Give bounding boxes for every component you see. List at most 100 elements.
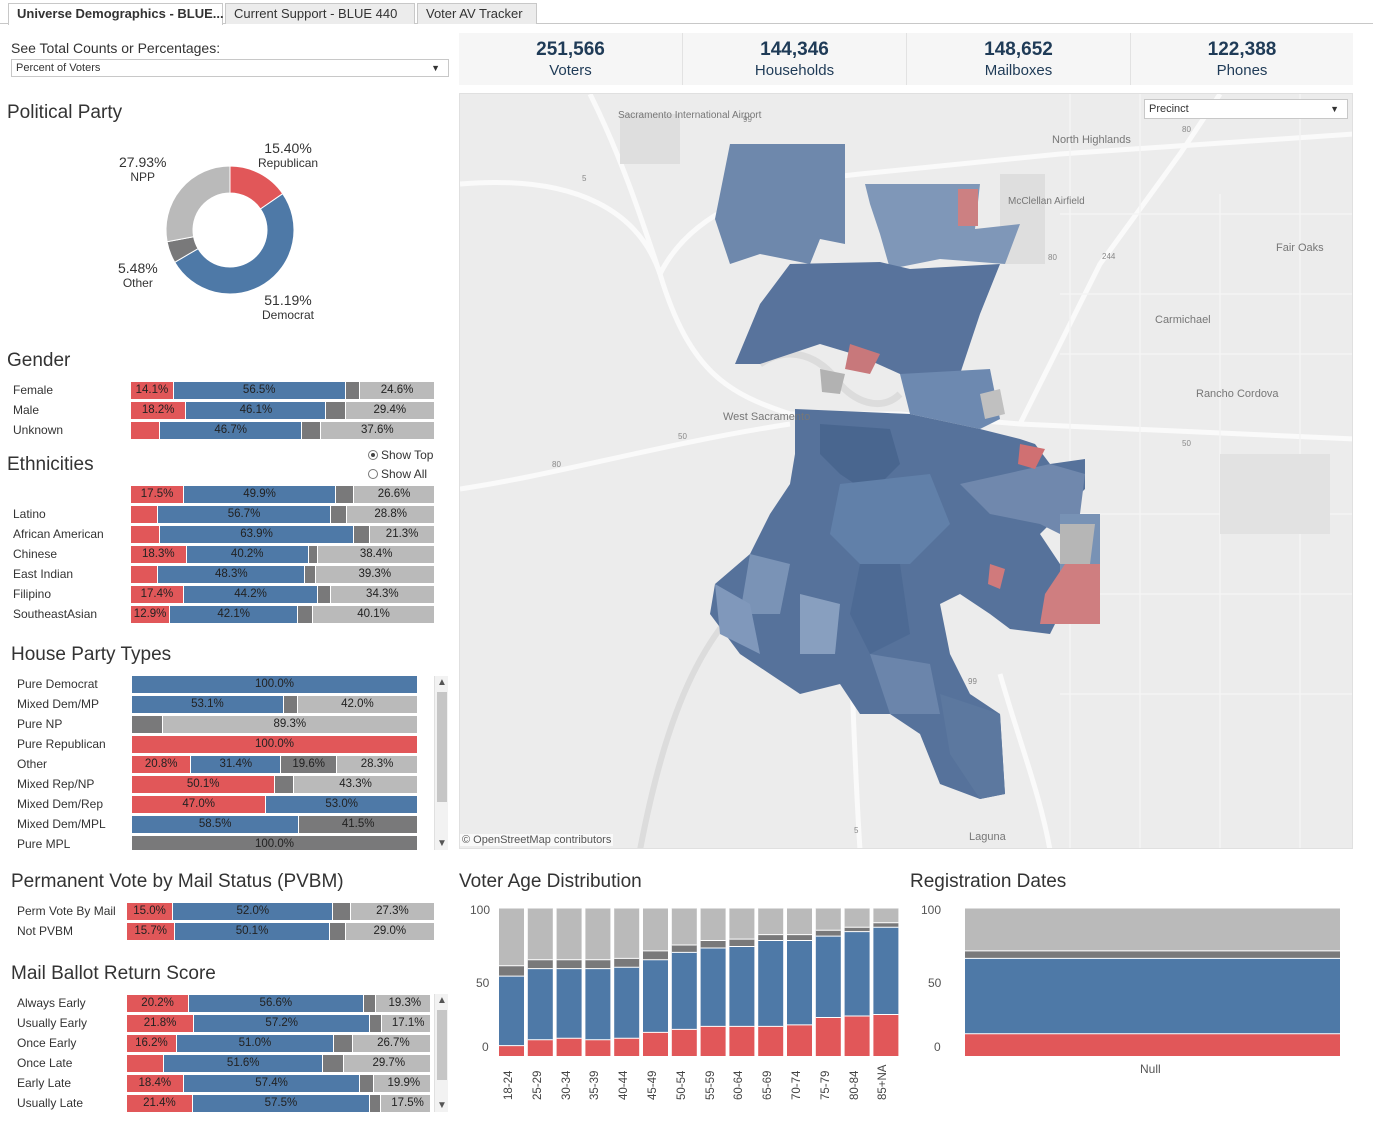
- bar-segment[interactable]: 43.3%: [294, 776, 418, 793]
- precinct-republican[interactable]: [845, 344, 880, 374]
- bar-segment[interactable]: 56.7%: [158, 506, 331, 523]
- bar-segment[interactable]: 17.5%: [131, 486, 185, 503]
- bar-segment[interactable]: 42.0%: [297, 696, 418, 713]
- bar-segment[interactable]: 31.4%: [191, 756, 282, 773]
- bar-segment[interactable]: [370, 1095, 382, 1112]
- precinct-map[interactable]: Sacramento International Airport North H…: [459, 93, 1353, 849]
- precinct-republican[interactable]: [988, 564, 1005, 589]
- bar-segment[interactable]: [329, 923, 346, 940]
- bar-democrat[interactable]: [844, 931, 870, 1017]
- bar-segment[interactable]: 12.9%: [131, 606, 171, 623]
- bar-segment[interactable]: 19.9%: [373, 1075, 430, 1092]
- bar-segment[interactable]: 56.5%: [173, 382, 346, 399]
- bar-segment[interactable]: 16.2%: [127, 1035, 177, 1052]
- donut-slice-democrat[interactable]: [174, 192, 295, 295]
- bar-segment[interactable]: [308, 546, 319, 563]
- bar-npp[interactable]: [527, 908, 553, 960]
- house-party-scrollbar[interactable]: ▲ ▼: [434, 676, 448, 850]
- precinct-npp[interactable]: [1060, 524, 1095, 564]
- bar-democrat[interactable]: [729, 946, 755, 1027]
- bar-segment[interactable]: [333, 903, 351, 920]
- bar-republican[interactable]: [729, 1026, 755, 1056]
- bar-segment[interactable]: 26.7%: [352, 1035, 430, 1052]
- bar-other[interactable]: [499, 965, 524, 977]
- bar-segment[interactable]: 18.3%: [131, 546, 187, 563]
- bar-republican[interactable]: [965, 1033, 1340, 1056]
- bar-segment[interactable]: [127, 1055, 165, 1072]
- bar-segment[interactable]: 18.4%: [127, 1075, 184, 1092]
- bar-democrat[interactable]: [758, 940, 784, 1027]
- bar-segment[interactable]: [360, 1075, 374, 1092]
- bar-segment[interactable]: 26.6%: [354, 486, 435, 503]
- bar-republican[interactable]: [527, 1039, 553, 1056]
- precinct-npp[interactable]: [820, 369, 845, 394]
- bar-npp[interactable]: [758, 908, 784, 935]
- bar-segment[interactable]: 50.1%: [132, 776, 276, 793]
- bar-npp[interactable]: [614, 908, 640, 959]
- scroll-up-icon[interactable]: ▲: [437, 995, 447, 1006]
- bar-segment[interactable]: 40.2%: [186, 546, 309, 563]
- bar-segment[interactable]: 63.9%: [159, 526, 355, 543]
- bar-republican[interactable]: [700, 1026, 726, 1056]
- bar-segment[interactable]: [318, 586, 331, 603]
- bar-other[interactable]: [700, 940, 726, 948]
- precinct-republican[interactable]: [1040, 564, 1100, 624]
- bar-segment[interactable]: 47.0%: [132, 796, 267, 813]
- bar-segment[interactable]: 49.9%: [184, 486, 336, 503]
- map-canvas[interactable]: Sacramento International Airport North H…: [460, 94, 1353, 849]
- bar-other[interactable]: [844, 927, 870, 932]
- scroll-thumb[interactable]: [437, 692, 447, 802]
- tab-universe-demographics[interactable]: Universe Demographics - BLUE...: [8, 3, 224, 25]
- bar-segment[interactable]: [370, 1015, 383, 1032]
- bar-segment[interactable]: 46.1%: [186, 402, 327, 419]
- bar-segment[interactable]: 28.3%: [337, 756, 418, 773]
- bar-segment[interactable]: [323, 1055, 344, 1072]
- precinct[interactable]: [820, 424, 900, 494]
- precinct[interactable]: [940, 694, 1005, 799]
- bar-segment[interactable]: [131, 422, 161, 439]
- bar-other[interactable]: [873, 922, 899, 928]
- bar-republican[interactable]: [671, 1029, 697, 1056]
- bar-segment[interactable]: 46.7%: [160, 422, 303, 439]
- bar-segment[interactable]: 17.1%: [382, 1015, 430, 1032]
- tab-voter-av-tracker[interactable]: Voter AV Tracker: [417, 3, 537, 24]
- bar-segment[interactable]: 19.6%: [281, 756, 338, 773]
- precinct[interactable]: [740, 554, 790, 614]
- bar-segment[interactable]: 89.3%: [162, 716, 418, 733]
- bar-republican[interactable]: [643, 1032, 668, 1056]
- bar-npp[interactable]: [729, 908, 755, 940]
- bar-segment[interactable]: 27.3%: [350, 903, 435, 920]
- bar-republican[interactable]: [815, 1017, 841, 1056]
- bar-segment[interactable]: 20.8%: [132, 756, 192, 773]
- bar-segment[interactable]: 100.0%: [132, 676, 418, 693]
- bar-other[interactable]: [556, 959, 582, 969]
- bar-democrat[interactable]: [787, 940, 812, 1025]
- bar-democrat[interactable]: [614, 967, 640, 1039]
- bar-npp[interactable]: [643, 908, 668, 951]
- precinct[interactable]: [900, 369, 1000, 429]
- bar-segment[interactable]: [326, 402, 346, 419]
- scroll-thumb[interactable]: [437, 1010, 447, 1080]
- scroll-up-icon[interactable]: ▲: [437, 677, 447, 688]
- bar-democrat[interactable]: [527, 968, 553, 1040]
- precinct[interactable]: [865, 184, 1020, 269]
- bar-segment[interactable]: 19.3%: [375, 995, 430, 1012]
- bar-segment[interactable]: [302, 422, 321, 439]
- scroll-down-icon[interactable]: ▼: [437, 1100, 447, 1111]
- radio-show-top[interactable]: Show Top: [368, 448, 433, 462]
- bar-segment[interactable]: 21.4%: [127, 1095, 193, 1112]
- bar-democrat[interactable]: [671, 952, 697, 1030]
- bar-segment[interactable]: 14.1%: [131, 382, 174, 399]
- bar-segment[interactable]: 15.7%: [127, 923, 176, 940]
- bar-democrat[interactable]: [700, 947, 726, 1027]
- bar-other[interactable]: [614, 958, 640, 968]
- bar-segment[interactable]: 42.1%: [170, 606, 299, 623]
- bar-segment[interactable]: 39.3%: [315, 566, 435, 583]
- bar-segment[interactable]: 51.6%: [164, 1055, 324, 1072]
- bar-segment[interactable]: 100.0%: [132, 736, 418, 753]
- bar-segment[interactable]: 40.1%: [313, 606, 435, 623]
- precinct[interactable]: [870, 654, 940, 714]
- bar-segment[interactable]: 57.5%: [192, 1095, 370, 1112]
- bar-other[interactable]: [729, 939, 755, 947]
- bar-democrat[interactable]: [499, 976, 524, 1046]
